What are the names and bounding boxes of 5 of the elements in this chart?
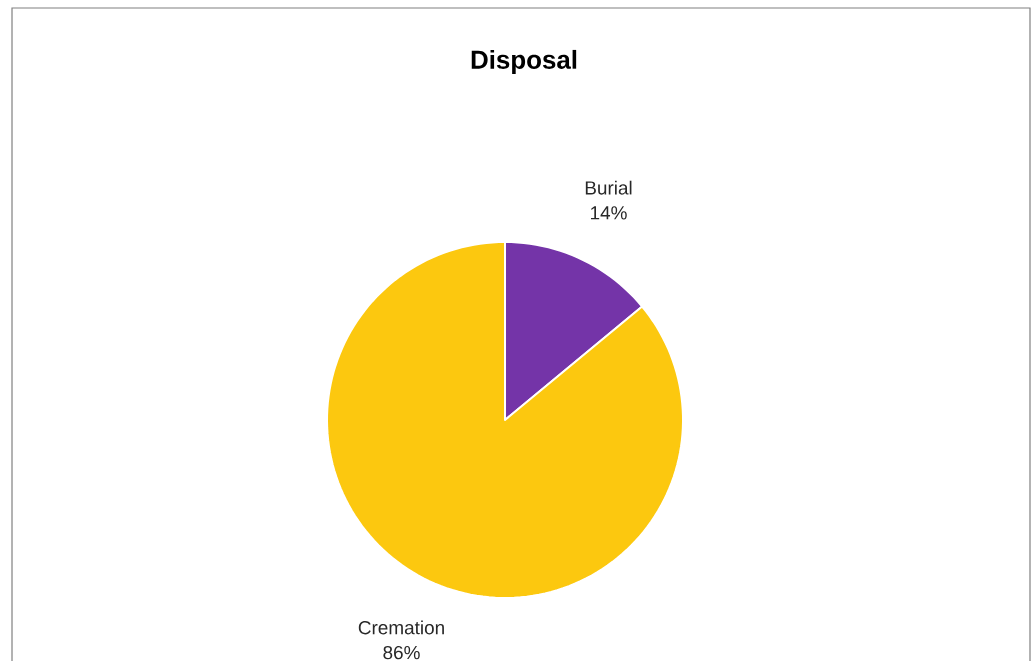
data-label: 86% [383, 645, 420, 660]
data-label: 14% [591, 206, 627, 220]
chart-title: Disposal [471, 49, 577, 75]
slice-label: Cremation [358, 620, 444, 635]
slice-label: Burial [585, 180, 632, 195]
